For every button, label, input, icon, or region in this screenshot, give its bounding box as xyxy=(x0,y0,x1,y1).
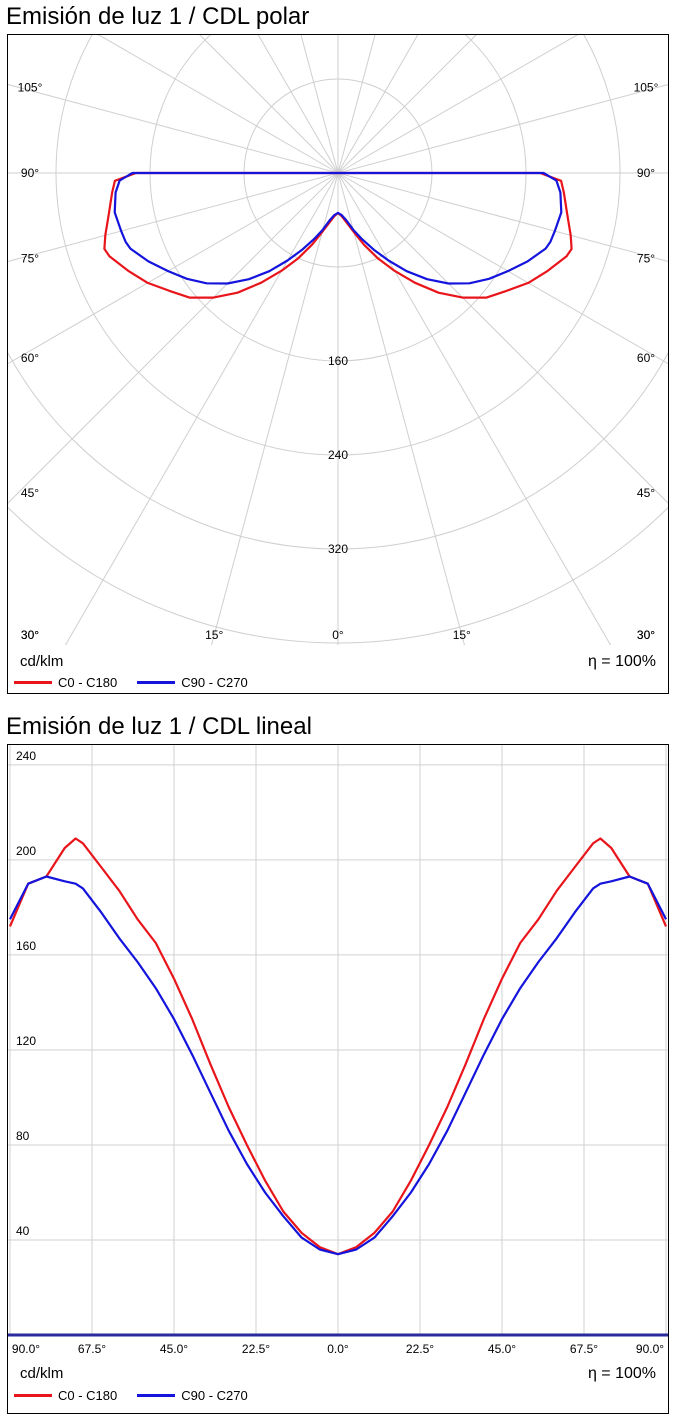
polar-legend-item-c0: C0 - C180 xyxy=(14,675,117,690)
polar-radial-tick-label: 160 xyxy=(328,354,348,368)
polar-angle-label-left: 45° xyxy=(21,486,39,500)
linear-y-tick-label: 160 xyxy=(16,939,36,953)
polar-angle-label-left: 90° xyxy=(21,166,39,180)
polar-grid-spoke xyxy=(337,35,376,174)
polar-grid-spoke xyxy=(337,35,579,174)
linear-y-tick-label: 120 xyxy=(16,1034,36,1048)
linear-efficiency-label: η = 100% xyxy=(587,1365,656,1382)
polar-chart-panel: 160 240 320 105° 105° 90° 90° 75° 75° 60° 60° 45° 45… xyxy=(7,34,669,694)
linear-x-tick-label: 22.5° xyxy=(406,1342,434,1356)
polar-angle-label-right: 105° xyxy=(634,80,659,94)
linear-legend: C0 - C180 C90 - C270 xyxy=(14,1388,268,1403)
linear-legend-swatch-c90 xyxy=(137,1394,176,1397)
polar-radial-tick-label: 320 xyxy=(328,542,348,556)
linear-series-c90-c270 xyxy=(9,875,667,1256)
polar-grid-spoke xyxy=(300,35,339,174)
polar-radial-tick-label: 240 xyxy=(328,448,348,462)
polar-angle-label-right: 60° xyxy=(637,351,655,365)
linear-x-tick-label: 90.0° xyxy=(636,1342,664,1356)
linear-y-tick-label: 40 xyxy=(16,1224,30,1238)
linear-chart-title: Emisión de luz 1 / CDL lineal xyxy=(6,713,312,740)
polar-legend-label-c90: C90 - C270 xyxy=(181,675,248,690)
polar-legend-item-c90: C90 - C270 xyxy=(137,675,248,690)
polar-angle-label-right: 45° xyxy=(637,486,655,500)
linear-x-tick-label: 45.0° xyxy=(488,1342,516,1356)
linear-y-tick-label: 200 xyxy=(16,844,36,858)
polar-grid-spoke xyxy=(97,35,339,174)
polar-angle-label-right: 75° xyxy=(637,252,655,266)
polar-grid-spoke xyxy=(8,84,339,174)
linear-unit-label: cd/klm xyxy=(20,1365,64,1382)
polar-angle-label-left: 75° xyxy=(21,252,39,266)
polar-series-c90-c270 xyxy=(113,171,563,285)
polar-angle-label-left: 30° xyxy=(21,628,39,642)
polar-angle-label-bottom: 15° xyxy=(453,628,471,642)
polar-angle-label-left: 60° xyxy=(21,351,39,365)
polar-grid-spoke xyxy=(257,35,339,174)
polar-grid-spoke xyxy=(337,172,612,645)
linear-x-tick-label: 67.5° xyxy=(78,1342,106,1356)
polar-angle-label-bottom: 0° xyxy=(332,628,344,642)
polar-grid-spoke xyxy=(337,84,668,174)
polar-grid-spoke xyxy=(337,172,668,262)
linear-x-tick-label: 45.0° xyxy=(160,1342,188,1356)
polar-chart-title: Emisión de luz 1 / CDL polar xyxy=(6,3,310,30)
polar-grid-spoke xyxy=(8,172,339,365)
polar-angle-label-bottom: 15° xyxy=(205,628,223,642)
polar-chart-svg: 160 240 320 105° 105° 90° 90° 75° 75° 60° 60° 45° 45… xyxy=(8,35,668,645)
linear-x-tick-label: 0.0° xyxy=(327,1342,349,1356)
polar-grid-spoke xyxy=(337,172,668,504)
linear-legend-label-c0: C0 - C180 xyxy=(58,1388,118,1403)
polar-grid-spoke xyxy=(211,172,339,645)
polar-angle-label-bottom: 30° xyxy=(637,628,655,642)
polar-angle-label-left: 105° xyxy=(18,80,43,94)
polar-grid-spoke xyxy=(337,35,419,174)
linear-y-tick-label: 240 xyxy=(16,749,36,763)
linear-legend-item-c90: C90 - C270 xyxy=(137,1388,248,1403)
polar-grid-spoke xyxy=(337,172,668,365)
linear-legend-item-c0: C0 - C180 xyxy=(14,1388,117,1403)
polar-unit-label: cd/klm xyxy=(20,653,64,670)
polar-grid-spoke xyxy=(337,172,465,645)
linear-legend-label-c90: C90 - C270 xyxy=(181,1388,248,1403)
polar-angle-label-right: 90° xyxy=(637,166,655,180)
polar-grid-spoke xyxy=(199,35,339,174)
linear-x-tick-label: 90.0° xyxy=(12,1342,40,1356)
polar-grid-spoke xyxy=(8,172,339,504)
linear-y-tick-label: 80 xyxy=(16,1129,30,1143)
linear-x-tick-label: 22.5° xyxy=(242,1342,270,1356)
polar-legend-label-c0: C0 - C180 xyxy=(58,675,118,690)
linear-x-tick-label: 67.5° xyxy=(570,1342,598,1356)
polar-legend-swatch-c90 xyxy=(137,681,176,684)
linear-chart-svg: 40 80 120 160 200 240 90.0° 67.5° 45.0° 22.5° 0.0°… xyxy=(8,745,668,1356)
polar-grid-spoke xyxy=(8,172,339,262)
polar-angle-label-right: 30° xyxy=(637,628,655,642)
polar-grid-spoke xyxy=(64,172,339,645)
polar-legend: C0 - C180 C90 - C270 xyxy=(14,675,268,690)
polar-efficiency-label: η = 100% xyxy=(587,653,656,670)
polar-plot-group xyxy=(8,35,668,645)
polar-legend-swatch-c0 xyxy=(14,681,52,684)
linear-legend-swatch-c0 xyxy=(14,1394,52,1397)
linear-chart-panel: 40 80 120 160 200 240 90.0° 67.5° 45.0° 22.5° 0.0°… xyxy=(7,744,669,1414)
polar-angle-label-bottom: 30° xyxy=(21,628,39,642)
polar-grid-spoke xyxy=(337,35,477,174)
